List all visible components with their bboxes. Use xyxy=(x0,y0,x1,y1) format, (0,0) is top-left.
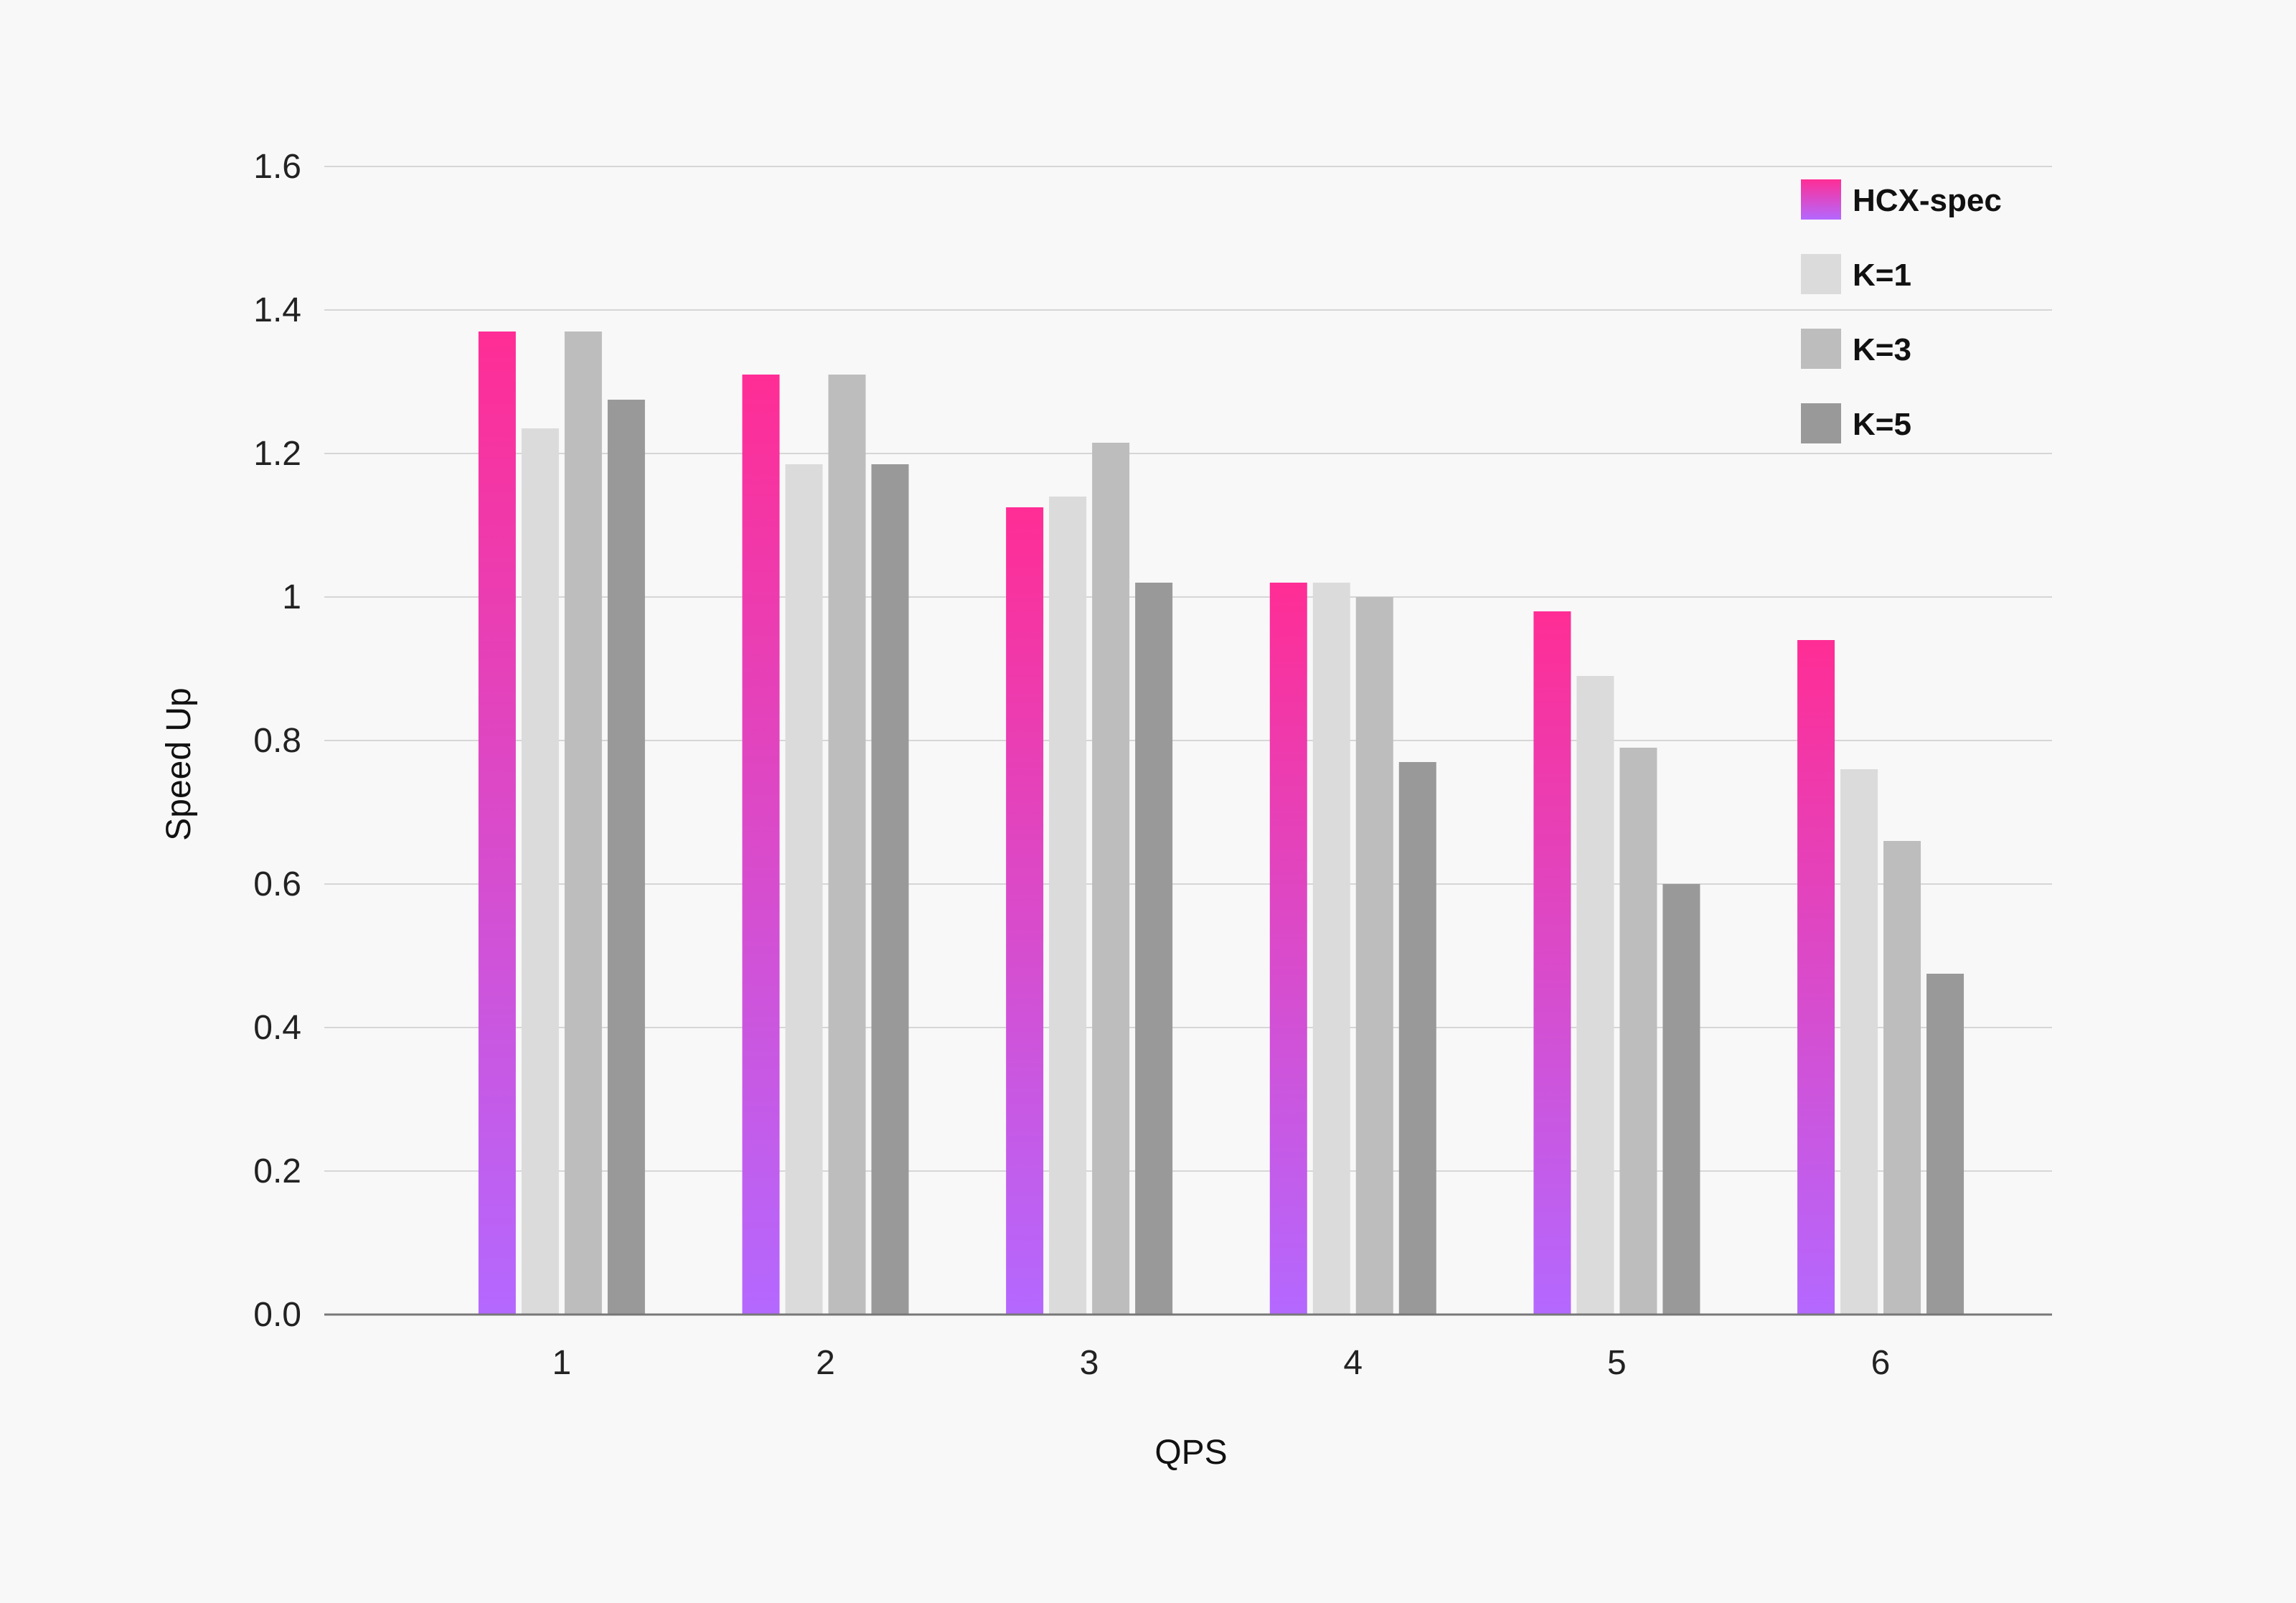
y-tick-label: 1 xyxy=(282,578,301,616)
bar-hcx-spec-qps-2 xyxy=(742,375,780,1315)
bar-k-3-qps-1 xyxy=(564,332,602,1315)
x-tick-label: 2 xyxy=(816,1344,835,1382)
legend: HCX-spec K=1 K=3 K=5 xyxy=(1801,179,2002,443)
bar-k-3-qps-5 xyxy=(1619,748,1657,1315)
bar-k-5-qps-5 xyxy=(1662,884,1700,1315)
y-tick-label: 0.0 xyxy=(253,1296,301,1334)
y-tick-label: 0.6 xyxy=(253,865,301,903)
bar-k-1-qps-1 xyxy=(521,428,559,1315)
y-tick-label: 0.8 xyxy=(253,722,301,760)
bar-k-5-qps-4 xyxy=(1398,762,1436,1315)
y-tick-label: 1.4 xyxy=(253,291,301,329)
bar-k-1-qps-5 xyxy=(1576,676,1614,1315)
bar-hcx-spec-qps-5 xyxy=(1533,611,1571,1315)
y-tick-label: 1.2 xyxy=(253,435,301,473)
y-tick-label: 1.6 xyxy=(253,148,301,186)
bar-k-1-qps-4 xyxy=(1312,583,1350,1315)
bar-k-3-qps-4 xyxy=(1355,597,1393,1315)
legend-swatch xyxy=(1801,179,1841,220)
bar-k-1-qps-2 xyxy=(785,464,823,1315)
bar-hcx-spec-qps-3 xyxy=(1006,507,1044,1315)
legend-swatch xyxy=(1801,329,1841,369)
x-tick-label: 5 xyxy=(1607,1344,1627,1382)
bar-k-5-qps-1 xyxy=(607,400,645,1315)
bar-k-3-qps-6 xyxy=(1883,841,1921,1315)
bar-k-5-qps-3 xyxy=(1135,583,1173,1315)
bar-k-3-qps-2 xyxy=(828,375,866,1315)
x-tick-label: 3 xyxy=(1080,1344,1099,1382)
legend-swatch xyxy=(1801,403,1841,443)
bar-hcx-spec-qps-4 xyxy=(1269,583,1307,1315)
bar-k-3-qps-3 xyxy=(1092,443,1130,1315)
legend-label: K=1 xyxy=(1853,258,1911,293)
y-tick-label: 0.2 xyxy=(253,1152,301,1190)
bar-k-1-qps-6 xyxy=(1840,769,1878,1315)
bars xyxy=(478,332,1965,1315)
x-tick-label: 6 xyxy=(1871,1344,1891,1382)
x-tick-label: 4 xyxy=(1343,1344,1363,1382)
y-tick-label: 0.4 xyxy=(253,1009,301,1047)
legend-swatch xyxy=(1801,254,1841,294)
bar-k-5-qps-6 xyxy=(1926,974,1965,1315)
x-tick-label: 1 xyxy=(552,1344,572,1382)
bar-k-5-qps-2 xyxy=(871,464,909,1315)
axes: 0.0 0.2 0.4 0.6 0.8 1 1.2 1.4 1.6 1 2 3 4 5 6 xyxy=(253,148,2052,1382)
bar-hcx-spec-qps-1 xyxy=(478,332,516,1315)
y-axis-title: Speed Up xyxy=(160,687,198,841)
legend-label: HCX-spec xyxy=(1853,183,2002,218)
bar-hcx-spec-qps-6 xyxy=(1797,640,1835,1315)
x-axis-title: QPS xyxy=(1154,1434,1227,1472)
legend-label: K=5 xyxy=(1853,407,1911,442)
bar-k-1-qps-3 xyxy=(1049,497,1087,1315)
legend-label: K=3 xyxy=(1853,332,1911,367)
